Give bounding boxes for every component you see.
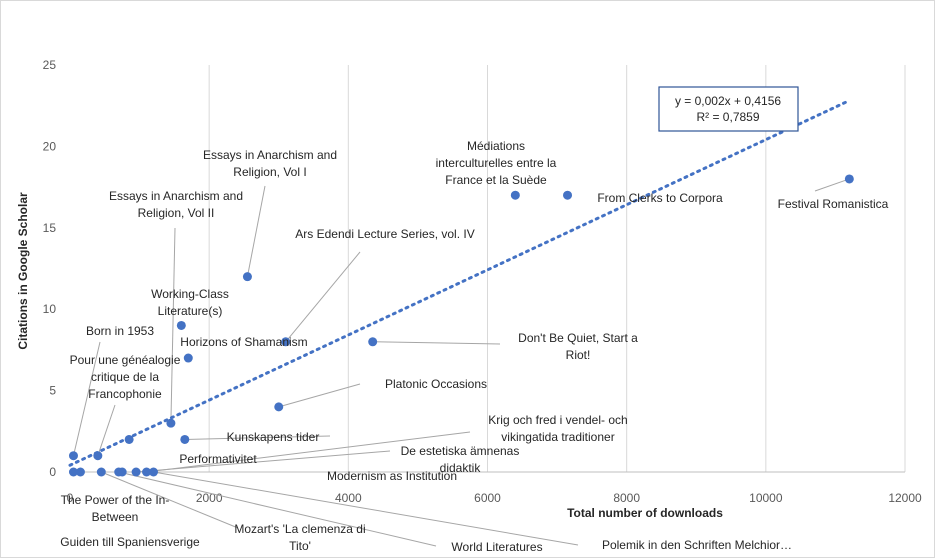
data-label: Essays in Anarchism and Religion, Vol II: [109, 189, 243, 220]
leader-line: [184, 435, 331, 440]
x-tick-label: 8000: [613, 491, 640, 505]
x-tick-label: 6000: [474, 491, 501, 505]
data-point: [75, 467, 85, 477]
label-leader-lines: [72, 178, 850, 547]
data-label: Don't Be Quiet, Start a Riot!: [518, 331, 638, 362]
data-points: [68, 174, 854, 477]
leader-line: [285, 251, 361, 343]
data-point: [563, 190, 573, 200]
trendline-r-squared: R² = 0,7859: [696, 110, 759, 124]
leader-line: [101, 471, 239, 529]
trendline: [68, 99, 851, 467]
data-point: [274, 402, 284, 412]
data-point: [368, 337, 378, 347]
gridlines: [208, 65, 906, 472]
y-tick-label: 0: [49, 465, 56, 479]
data-label: Essays in Anarchism and Religion, Vol I: [203, 148, 337, 179]
data-label: World Literatures: [451, 540, 542, 554]
data-point: [844, 174, 854, 184]
data-label: Pour une généalogie critique de la Francop…: [70, 353, 181, 401]
y-tick-label: 15: [43, 221, 57, 235]
leader-line: [118, 471, 437, 547]
y-axis-title: Citations in Google Scholar: [16, 192, 30, 350]
leader-line: [153, 471, 579, 546]
data-point: [93, 451, 103, 461]
trendline-equation: y = 0,002x + 0,4156: [675, 94, 781, 108]
leader-line: [146, 431, 471, 473]
y-tick-label: 25: [43, 58, 57, 72]
y-tick-label: 10: [43, 302, 57, 316]
x-tick-label: 4000: [335, 491, 362, 505]
data-point: [180, 434, 190, 444]
data-label: Guiden till Spaniensverige: [60, 535, 200, 549]
trendline-equation-box: y = 0,002x + 0,4156 R² = 0,7859: [658, 86, 799, 132]
y-tick-label: 5: [49, 384, 56, 398]
data-label: De estetiska ämnenas didaktik: [401, 444, 520, 475]
data-point: [124, 434, 134, 444]
leader-line: [246, 185, 266, 277]
x-axis-title: Total number of downloads: [567, 506, 723, 520]
data-label: Platonic Occasions: [385, 377, 487, 391]
leader-line: [72, 341, 101, 456]
data-label: Polemik in den Schriften Melchior…: [602, 538, 792, 552]
data-label: Kunskapens tider: [227, 430, 320, 444]
data-label: Modernism as Institution: [327, 469, 457, 483]
data-label: Krig och fred i vendel- och vikingatida t…: [488, 413, 627, 444]
data-label: Working-Class Literature(s): [151, 287, 229, 318]
y-tick-label: 20: [43, 139, 57, 153]
leader-line: [372, 341, 501, 345]
data-point: [68, 467, 78, 477]
x-tick-label: 0: [67, 491, 74, 505]
leader-line: [814, 178, 850, 192]
data-point: [183, 353, 193, 363]
x-tick-label: 10000: [749, 491, 783, 505]
data-label: Ars Edendi Lecture Series, vol. IV: [295, 227, 474, 241]
x-tick-label: 12000: [888, 491, 922, 505]
data-label: Mozart's 'La clemenza di Tito': [234, 522, 365, 553]
leader-line: [136, 450, 391, 473]
data-label: Performativitet: [179, 452, 257, 466]
data-point: [131, 467, 141, 477]
data-point: [281, 337, 291, 347]
data-label: The Power of the In-Between: [61, 493, 170, 524]
data-point: [96, 467, 106, 477]
data-point: [149, 467, 158, 477]
data-point: [242, 272, 252, 282]
data-label: Horizons of Shamanism: [180, 335, 307, 349]
data-point: [176, 320, 186, 330]
data-point: [142, 467, 152, 477]
data-label: Festival Romanistica: [778, 197, 889, 211]
leader-line: [170, 227, 176, 424]
leader-line: [278, 383, 361, 408]
data-labels: Festival Romanistica From Clerks to Corpo…: [60, 139, 888, 554]
data-point: [68, 451, 78, 461]
data-point: [510, 190, 520, 200]
data-point: [166, 418, 176, 428]
data-label: Born in 1953: [86, 324, 154, 338]
data-point: [114, 467, 124, 477]
leader-line: [97, 404, 116, 456]
data-label: Médiations interculturelles entre la Franc…: [436, 139, 557, 187]
data-label: From Clerks to Corpora: [597, 191, 723, 205]
